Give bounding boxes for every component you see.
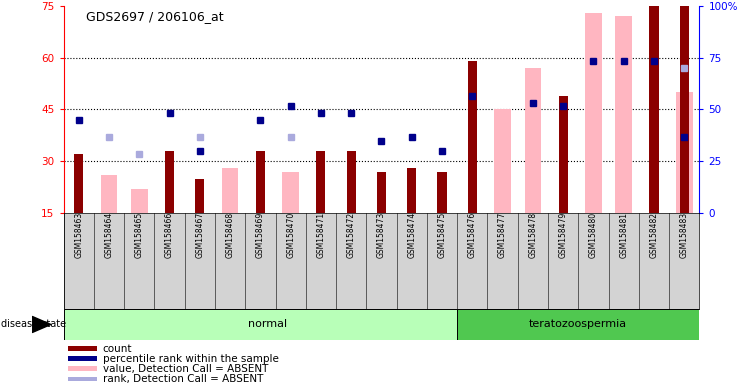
Text: count: count [102, 344, 132, 354]
Text: percentile rank within the sample: percentile rank within the sample [102, 354, 278, 364]
Bar [221, 168, 239, 213]
Text: rank, Detection Call = ABSENT: rank, Detection Call = ABSENT [102, 374, 263, 384]
Text: value, Detection Call = ABSENT: value, Detection Call = ABSENT [102, 364, 268, 374]
Bar [585, 13, 601, 213]
Bar [616, 16, 632, 213]
Bar [457, 309, 699, 340]
Bar [68, 356, 97, 361]
Bar [680, 6, 689, 213]
Bar [438, 172, 447, 213]
Bar [649, 6, 658, 213]
Bar [316, 151, 325, 213]
Bar [346, 151, 356, 213]
Bar [282, 172, 299, 213]
Bar [559, 96, 568, 213]
Text: disease state: disease state [1, 319, 66, 329]
Bar [195, 179, 204, 213]
Bar [68, 377, 97, 381]
Bar [676, 92, 693, 213]
Bar [468, 61, 476, 213]
Bar [101, 175, 117, 213]
Bar [74, 154, 83, 213]
Bar [68, 366, 97, 371]
Bar [68, 346, 97, 351]
Polygon shape [32, 316, 51, 333]
Text: normal: normal [248, 319, 287, 329]
Bar [377, 172, 386, 213]
Bar [64, 309, 457, 340]
Text: GDS2697 / 206106_at: GDS2697 / 206106_at [86, 10, 224, 23]
Bar [256, 151, 265, 213]
Text: teratozoospermia: teratozoospermia [530, 319, 628, 329]
Bar [407, 168, 417, 213]
Bar [524, 68, 542, 213]
Bar [165, 151, 174, 213]
Bar [131, 189, 147, 213]
Bar [494, 109, 511, 213]
